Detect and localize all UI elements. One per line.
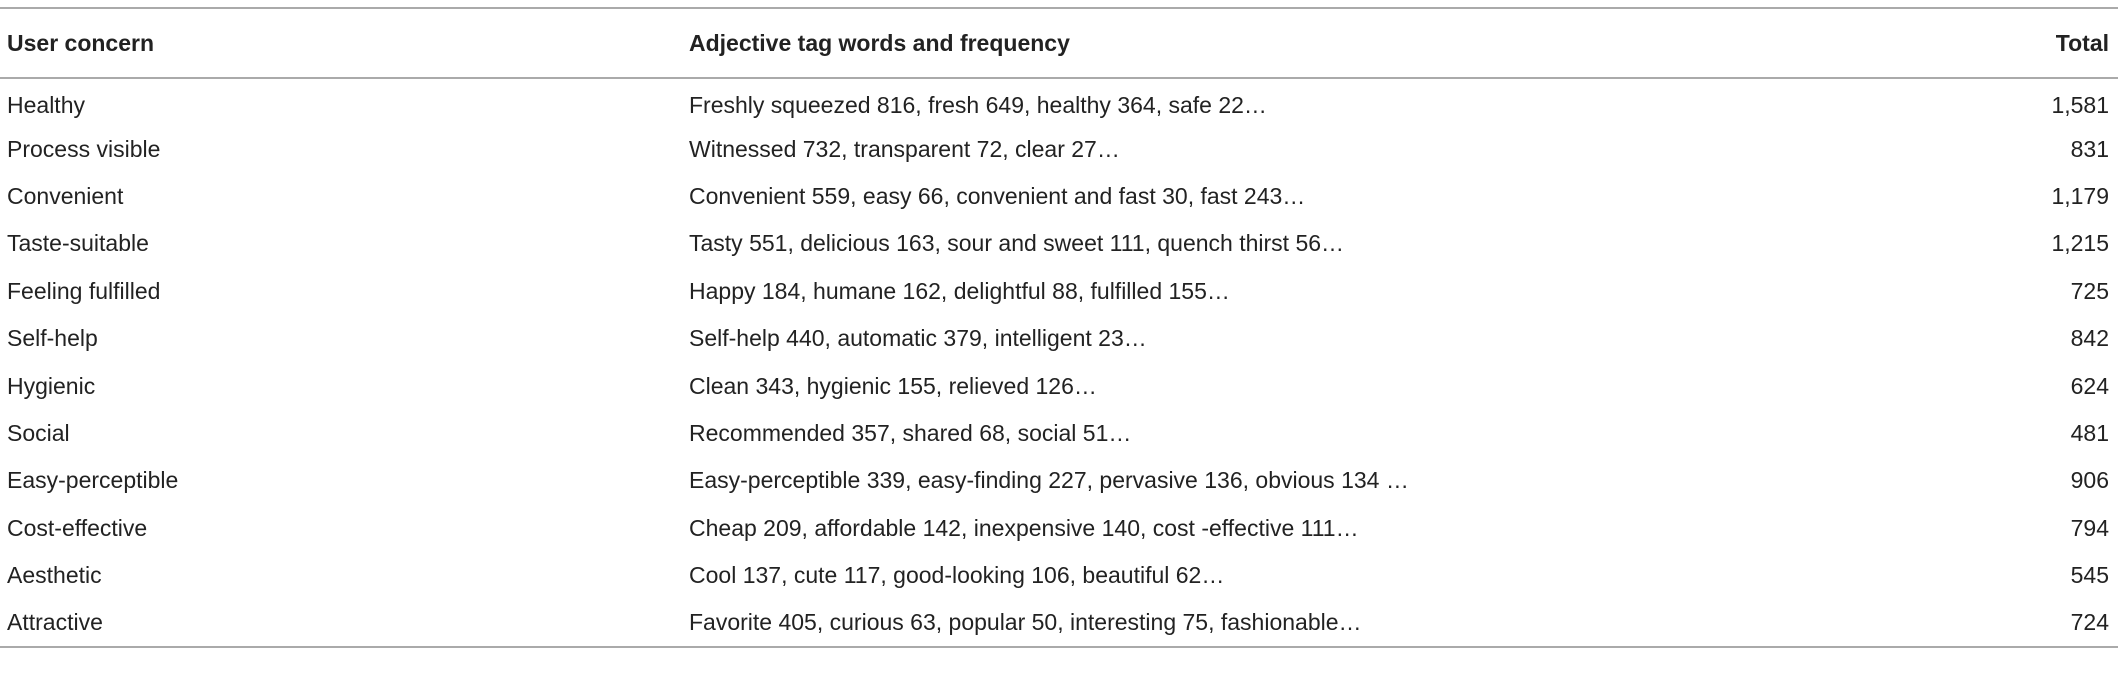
header-cell: Adjective tag words and frequency — [689, 29, 1070, 56]
concern-cell: Cost-effective — [7, 514, 148, 541]
table-row: Cost-effective Cheap 209, affordable 142,… — [0, 505, 2118, 552]
total-cell: 906 — [2070, 467, 2109, 494]
total-cell: 545 — [2070, 562, 2109, 589]
tags-cell: Happy 184, humane 162, delightful 88, fu… — [689, 277, 1230, 304]
tags-cell: Self-help 440, automatic 379, intelligen… — [689, 325, 1147, 352]
total-cell: 724 — [2070, 608, 2109, 635]
tags-cell: Cheap 209, affordable 142, inexpensive 1… — [689, 514, 1359, 541]
data-table: User concern Adjective tag words and fre… — [0, 7, 2118, 648]
total-cell: 481 — [2070, 419, 2109, 446]
total-cell: 794 — [2070, 514, 2109, 541]
table-row: Social Recommended 357, shared 68, social… — [0, 410, 2118, 457]
total-cell: 842 — [2070, 325, 2109, 352]
table-row: Healthy Freshly squeezed 816, fresh 649, … — [0, 78, 2118, 125]
header-cell: User concern — [7, 29, 155, 56]
total-cell: 831 — [2070, 135, 2109, 162]
concern-cell: Convenient — [7, 182, 124, 209]
tags-cell: Recommended 357, shared 68, social 51… — [689, 419, 1132, 446]
tags-cell: Freshly squeezed 816, fresh 649, healthy… — [689, 91, 1267, 118]
table-row: Easy-perceptible Easy-perceptible 339, ea… — [0, 457, 2118, 504]
total-cell: 1,179 — [2051, 182, 2109, 209]
table-header: User concern Adjective tag words and fre… — [0, 8, 2118, 78]
table-row: Feeling fulfilled Happy 184, humane 162, … — [0, 268, 2118, 315]
concern-cell: Taste-suitable — [7, 230, 149, 257]
tags-cell: Witnessed 732, transparent 72, clear 27… — [689, 135, 1120, 162]
tags-cell: Cool 137, cute 117, good-looking 106, be… — [689, 562, 1225, 589]
header-cell: Total — [2055, 29, 2109, 56]
table-row: Hygienic Clean 343, hygienic 155, relieve… — [0, 362, 2118, 409]
total-cell: 1,581 — [2051, 91, 2109, 118]
table-row: Taste-suitable Tasty 551, delicious 163, … — [0, 220, 2118, 267]
table-body: Healthy Freshly squeezed 816, fresh 649, … — [0, 78, 2118, 647]
concern-cell: Attractive — [7, 608, 103, 635]
concern-cell: Healthy — [7, 91, 85, 118]
concern-cell: Easy-perceptible — [7, 467, 179, 494]
tags-cell: Convenient 559, easy 66, convenient and … — [689, 182, 1306, 209]
table-row: Aesthetic Cool 137, cute 117, good-lookin… — [0, 552, 2118, 599]
concern-cell: Aesthetic — [7, 562, 102, 589]
table-row: Convenient Convenient 559, easy 66, conve… — [0, 173, 2118, 220]
tags-cell: Easy-perceptible 339, easy-finding 227, … — [689, 467, 1409, 494]
concern-cell: Self-help — [7, 325, 98, 352]
total-cell: 1,215 — [2051, 230, 2109, 257]
concern-cell: Hygienic — [7, 372, 96, 399]
table-row: Process visible Witnessed 732, transparen… — [0, 125, 2118, 172]
total-cell: 725 — [2070, 277, 2109, 304]
table-row: Self-help Self-help 440, automatic 379, i… — [0, 315, 2118, 362]
tags-cell: Clean 343, hygienic 155, relieved 126… — [689, 372, 1097, 399]
header-row: User concern Adjective tag words and fre… — [0, 8, 2118, 78]
concern-cell: Process visible — [7, 135, 161, 162]
tags-cell: Tasty 551, delicious 163, sour and sweet… — [689, 230, 1345, 257]
concern-cell: Feeling fulfilled — [7, 277, 161, 304]
total-cell: 624 — [2070, 372, 2109, 399]
concern-cell: Social — [7, 419, 70, 446]
table-row: Attractive Favorite 405, curious 63, popu… — [0, 599, 2118, 647]
tags-cell: Favorite 405, curious 63, popular 50, in… — [689, 608, 1362, 635]
